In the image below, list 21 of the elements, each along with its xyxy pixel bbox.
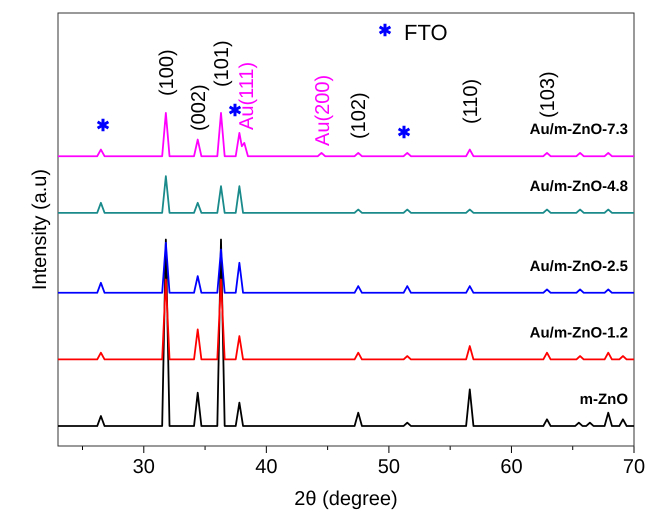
y-axis-title: Intensity (a.u) [29,168,51,290]
series-label: Au/m-ZnO-2.5 [530,258,628,275]
text: FTO [404,20,448,45]
x-tick-label: 70 [622,456,646,478]
annotation: (102) [348,92,370,139]
annotation: Au(200) [312,74,334,146]
series-label: Au/m-ZnO-4.8 [530,178,628,195]
text: (100) [156,49,178,96]
annotation: Au(111) [236,62,258,130]
x-tick-label: 60 [500,456,523,478]
series-label: Au/m-ZnO-7.3 [530,121,628,138]
series-label: m-ZnO [580,391,628,408]
series-label: Au/m-ZnO-1.2 [530,324,628,342]
annotation: (110) [460,78,482,124]
text: (101) [211,40,233,87]
x-axis-title: 2θ (degree) [294,488,398,510]
annotation: (002) [188,84,210,131]
x-tick-label: 30 [132,456,155,478]
x-tick-label: 50 [378,456,400,478]
x-tick-label: 40 [255,456,278,478]
annotation: (103) [537,71,559,118]
